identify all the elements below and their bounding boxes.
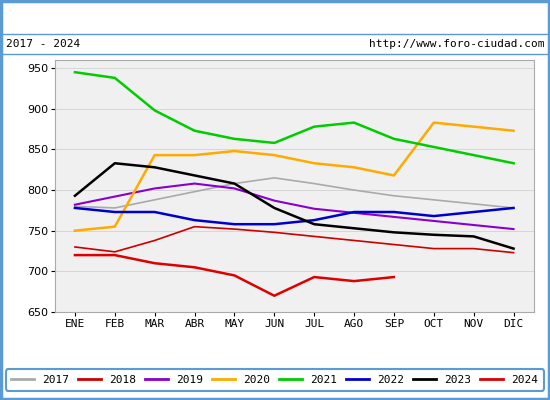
Text: Evolucion del paro registrado en Ceutí: Evolucion del paro registrado en Ceutí bbox=[85, 8, 465, 26]
Text: 2017 - 2024: 2017 - 2024 bbox=[6, 39, 80, 49]
Legend: 2017, 2018, 2019, 2020, 2021, 2022, 2023, 2024: 2017, 2018, 2019, 2020, 2021, 2022, 2023… bbox=[6, 370, 544, 390]
Text: http://www.foro-ciudad.com: http://www.foro-ciudad.com bbox=[369, 39, 544, 49]
